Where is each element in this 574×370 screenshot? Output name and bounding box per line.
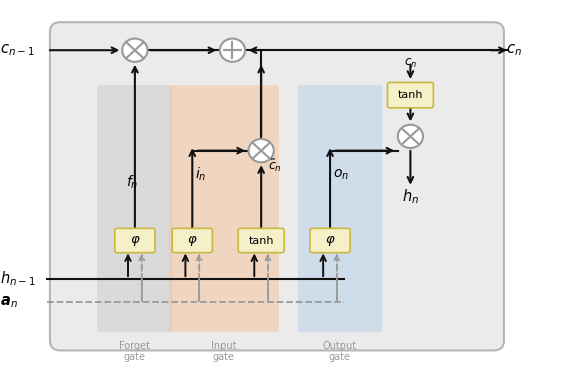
Text: $\tilde{c}_n$: $\tilde{c}_n$ bbox=[268, 157, 282, 174]
FancyBboxPatch shape bbox=[50, 22, 504, 350]
Text: $h_n$: $h_n$ bbox=[402, 187, 419, 206]
Text: $\boldsymbol{a}_n$: $\boldsymbol{a}_n$ bbox=[0, 295, 18, 310]
Circle shape bbox=[220, 38, 245, 62]
FancyBboxPatch shape bbox=[310, 228, 350, 253]
Text: $o_n$: $o_n$ bbox=[333, 167, 349, 182]
Text: Output
gate: Output gate bbox=[323, 341, 357, 362]
Circle shape bbox=[398, 125, 423, 148]
Text: $c_n$: $c_n$ bbox=[506, 42, 522, 58]
Circle shape bbox=[249, 139, 274, 162]
FancyBboxPatch shape bbox=[238, 228, 284, 253]
Text: tanh: tanh bbox=[249, 235, 274, 246]
FancyBboxPatch shape bbox=[387, 83, 433, 108]
Circle shape bbox=[122, 38, 148, 62]
Text: Input
gate: Input gate bbox=[211, 341, 236, 362]
Text: $h_{n-1}$: $h_{n-1}$ bbox=[0, 270, 36, 289]
Text: tanh: tanh bbox=[398, 90, 423, 100]
FancyBboxPatch shape bbox=[97, 85, 173, 332]
Text: Forget
gate: Forget gate bbox=[119, 341, 150, 362]
Text: $i_n$: $i_n$ bbox=[195, 166, 207, 183]
FancyBboxPatch shape bbox=[115, 228, 155, 253]
Text: $\varphi$: $\varphi$ bbox=[325, 233, 335, 248]
Text: $\varphi$: $\varphi$ bbox=[187, 233, 197, 248]
Text: $f_n$: $f_n$ bbox=[126, 174, 138, 191]
Text: $\varphi$: $\varphi$ bbox=[130, 233, 140, 248]
FancyBboxPatch shape bbox=[172, 228, 212, 253]
FancyBboxPatch shape bbox=[298, 85, 382, 332]
Text: $c_n$: $c_n$ bbox=[404, 57, 417, 70]
Text: $c_{n-1}$: $c_{n-1}$ bbox=[0, 42, 34, 58]
FancyBboxPatch shape bbox=[169, 85, 279, 332]
